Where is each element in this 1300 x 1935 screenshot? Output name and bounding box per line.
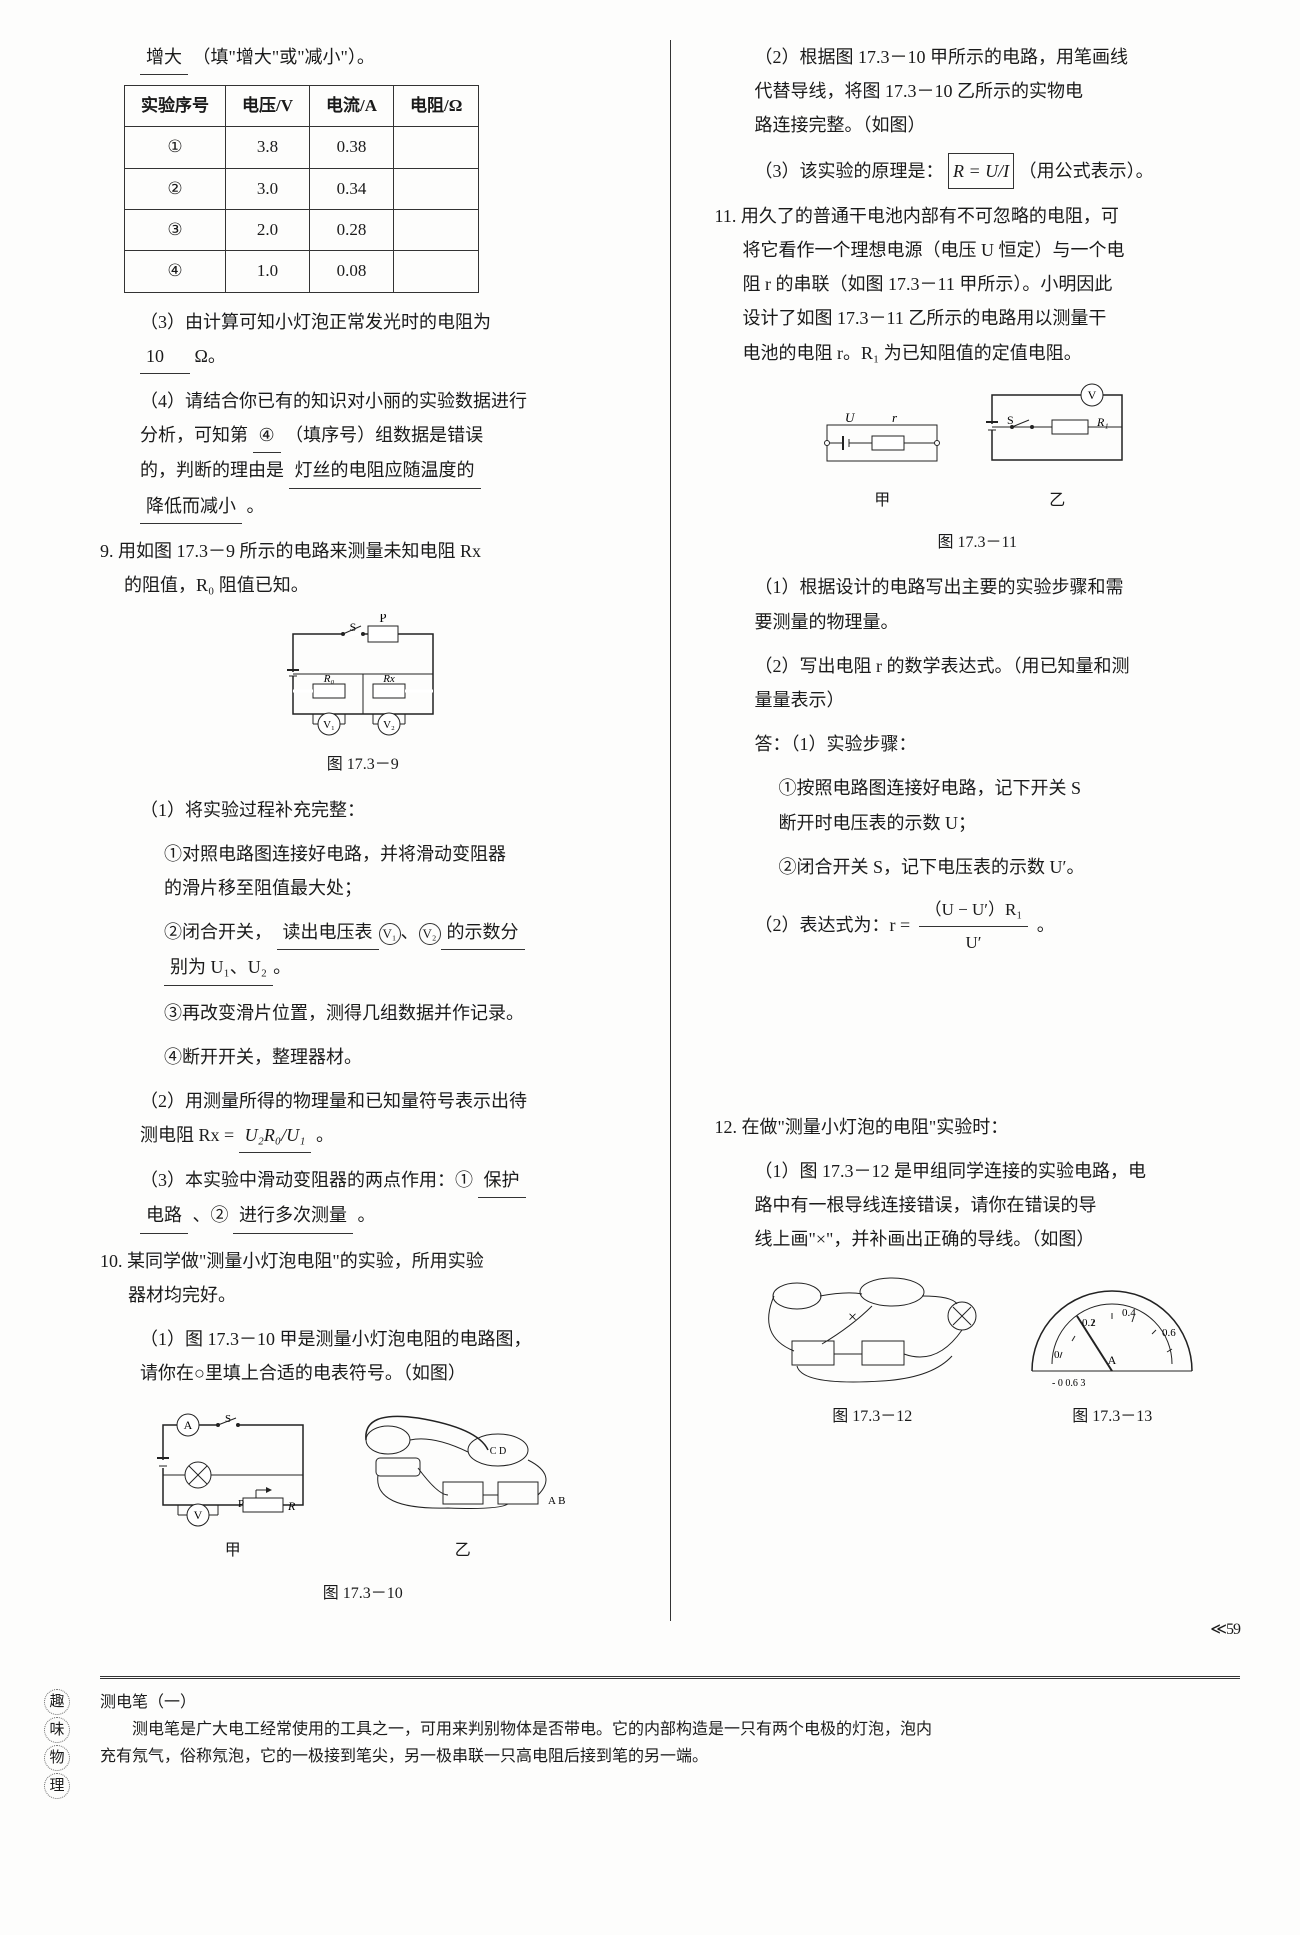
figure-17-3-9: P S R₀ Rx V₁ V₂ 图 17.3－9 xyxy=(100,614,626,780)
q11-ans-2: ②闭合开关 S，记下电压表的示数 U′。 xyxy=(715,850,1241,884)
svg-text:- 0 0.6 3: - 0 0.6 3 xyxy=(1052,1378,1085,1389)
q8a: 增大 （填"增大"或"减小"）。 xyxy=(100,40,626,75)
q9-2: （2）用测量所得的物理量和已知量符号表示出待 测电阻 Rx = U₂R₀/U₁ … xyxy=(100,1084,626,1153)
q11-ans-1: ①按照电路图连接好电路，记下开关 S 断开时电压表的示数 U； xyxy=(715,771,1241,839)
q8-4: （4）请结合你已有的知识对小丽的实验数据进行 分析，可知第 ④ （填序号）组数据… xyxy=(100,384,626,524)
figure-17-3-12-13: × 图 17.3－12 0 0.2 0.4 0.6 A - 0 0.6 3 xyxy=(715,1266,1241,1432)
q9-1-2: ②闭合开关， 读出电压表V₁、V₂的示数分 别为 U₁、U₂。 xyxy=(100,915,626,985)
q12: 12. 在做"测量小灯泡的电阻"实验时： xyxy=(715,1110,1241,1144)
svg-text:A: A xyxy=(183,1418,192,1432)
q9-3: （3）本实验中滑动变阻器的两点作用：① 保护 电路 、② 进行多次测量 。 xyxy=(100,1163,626,1233)
footer-tabs: 趣 味 物 理 xyxy=(44,1689,70,1799)
svg-text:R₀: R₀ xyxy=(322,673,334,685)
fraction: （U − U′）R₁ U′ xyxy=(919,894,1029,960)
fig12: × 图 17.3－12 xyxy=(752,1266,992,1432)
q8-4-ans3: 降低而减小 xyxy=(140,489,242,524)
footer-line1: 测电笔是广大电工经常使用的工具之一，可用来判别物体是否带电。它的内部构造是一只有… xyxy=(100,1716,1240,1743)
column-divider xyxy=(670,40,671,1621)
svg-text:A: A xyxy=(1108,1353,1117,1367)
svg-text:V₂: V₂ xyxy=(383,719,395,731)
svg-text:S: S xyxy=(349,620,356,634)
q11-1: （1）根据设计的电路写出主要的实验步骤和需 要测量的物理量。 xyxy=(715,570,1241,638)
footer-body: 测电笔（一） 测电笔是广大电工经常使用的工具之一，可用来判别物体是否带电。它的内… xyxy=(100,1689,1240,1771)
voltmeter-icon: V₂ xyxy=(419,923,441,945)
q10-3: （3）该实验的原理是： R = U/I （用公式表示）。 xyxy=(715,153,1241,189)
voltmeter-icon: V₁ xyxy=(379,923,401,945)
tab-icon: 物 xyxy=(44,1745,70,1771)
q10: 10. 某同学做"测量小灯泡电阻"的实验，所用实验 器材均完好。 xyxy=(100,1244,626,1312)
q9-1-4: ④断开开关，整理器材。 xyxy=(100,1040,626,1074)
th3: 电阻/Ω xyxy=(394,86,479,127)
q8-3-ans: 10 xyxy=(140,339,190,374)
fig10-yi: C D A B 乙 xyxy=(348,1400,578,1566)
q11-ans-eq: （2）表达式为：r = （U − U′）R₁ U′ 。 xyxy=(715,894,1241,960)
fig10-jia: S A V PR 甲 xyxy=(148,1410,318,1566)
th1: 电压/V xyxy=(226,86,310,127)
figure-17-3-10: S A V PR 甲 xyxy=(100,1400,626,1566)
table-row: ④1.00.08 xyxy=(125,251,479,292)
footer-title: 测电笔（一） xyxy=(100,1689,1240,1716)
fig11-yi: V S R₁ 乙 xyxy=(977,380,1137,516)
svg-text:r: r xyxy=(892,410,898,425)
svg-text:Rx: Rx xyxy=(382,673,395,685)
q11-2: （2）写出电阻 r 的数学表达式。（用已知量和测 量量表示） xyxy=(715,649,1241,717)
table-row: ①3.80.38 xyxy=(125,127,479,168)
q9-1-3: ③再改变滑片位置，测得几组数据并作记录。 xyxy=(100,996,626,1030)
q12-1: （1）图 17.3－12 是甲组同学连接的实验电路，电 路中有一根导线连接错误，… xyxy=(715,1154,1241,1257)
right-column: （2）根据图 17.3－10 甲所示的电路，用笔画线 代替导线，将图 17.3－… xyxy=(715,40,1241,1621)
q8-4-ans1: ④ xyxy=(253,418,281,453)
q8-3: （3）由计算可知小灯泡正常发光时的电阻为 10 Ω。 xyxy=(100,305,626,374)
left-column: 增大 （填"增大"或"减小"）。 实验序号 电压/V 电流/A 电阻/Ω ①3.… xyxy=(100,40,626,1621)
svg-text:0.2: 0.2 xyxy=(1082,1317,1096,1329)
footer-line2: 充有氖气，俗称氖泡，它的一极接到笔尖，另一极串联一只高电阻后接到笔的另一端。 xyxy=(100,1743,1240,1770)
q10-3-ans: R = U/I xyxy=(948,153,1014,189)
svg-text:S: S xyxy=(225,1413,231,1425)
svg-text:R: R xyxy=(287,1499,296,1513)
svg-text:0.6: 0.6 xyxy=(1162,1327,1176,1339)
svg-text:S: S xyxy=(1007,413,1014,427)
svg-text:V: V xyxy=(1088,388,1097,402)
fig13: 0 0.2 0.4 0.6 A - 0 0.6 3 图 17.3－13 xyxy=(1022,1286,1202,1432)
svg-text:P: P xyxy=(379,614,386,625)
fig10-caption: 图 17.3－10 xyxy=(100,1579,626,1609)
table-row: ③2.00.28 xyxy=(125,210,479,251)
q8-4-ans2: 灯丝的电阻应随温度的 xyxy=(289,453,481,488)
svg-text:C D: C D xyxy=(490,1446,506,1457)
q9-1: （1）将实验过程补充完整： xyxy=(100,793,626,827)
svg-text:0: 0 xyxy=(1054,1349,1060,1361)
q9: 9. 用如图 17.3－9 所示的电路来测量未知电阻 Rx 的阻值，R₀ 阻值已… xyxy=(100,534,626,602)
th2: 电流/A xyxy=(310,86,394,127)
figure-17-3-11: U r 甲 V S xyxy=(715,380,1241,516)
svg-text:V₁: V₁ xyxy=(323,719,335,731)
page-columns: 增大 （填"增大"或"减小"）。 实验序号 电压/V 电流/A 电阻/Ω ①3.… xyxy=(100,40,1240,1621)
fig9-caption: 图 17.3－9 xyxy=(327,756,399,773)
svg-text:U: U xyxy=(845,410,856,425)
q8a-post: （填"增大"或"减小"）。 xyxy=(193,47,375,67)
q10-1: （1）图 17.3－10 甲是测量小灯泡电阻的电路图， 请你在○里填上合适的电表… xyxy=(100,1322,626,1390)
q11-answer-hd: 答：（1）实验步骤： xyxy=(715,727,1241,761)
svg-text:×: × xyxy=(848,1309,857,1326)
circuit-9-svg: P S R₀ Rx V₁ V₂ xyxy=(273,614,453,744)
q8a-ans: 增大 xyxy=(140,40,188,75)
table-row: ②3.00.34 xyxy=(125,168,479,209)
footer: 趣 味 物 理 测电笔（一） 测电笔是广大电工经常使用的工具之一，可用来判别物体… xyxy=(100,1676,1240,1771)
q11: 11. 用久了的普通干电池内部有不可忽略的电阻，可 将它看作一个理想电源（电压 … xyxy=(715,199,1241,370)
q9-1-1: ①对照电路图连接好电路，并将滑动变阻器 的滑片移至阻值最大处； xyxy=(100,837,626,905)
tab-icon: 理 xyxy=(44,1773,70,1799)
svg-text:P: P xyxy=(238,1498,244,1510)
svg-text:A B: A B xyxy=(548,1495,565,1507)
q10-2: （2）根据图 17.3－10 甲所示的电路，用笔画线 代替导线，将图 17.3－… xyxy=(715,40,1241,143)
fig11-caption: 图 17.3－11 xyxy=(715,528,1241,558)
th0: 实验序号 xyxy=(125,86,226,127)
data-table: 实验序号 电压/V 电流/A 电阻/Ω ①3.80.38 ②3.00.34 ③2… xyxy=(124,85,479,292)
tab-icon: 味 xyxy=(44,1717,70,1743)
tab-icon: 趣 xyxy=(44,1689,70,1715)
svg-text:V: V xyxy=(193,1508,202,1522)
fig11-jia: U r 甲 xyxy=(817,410,947,516)
